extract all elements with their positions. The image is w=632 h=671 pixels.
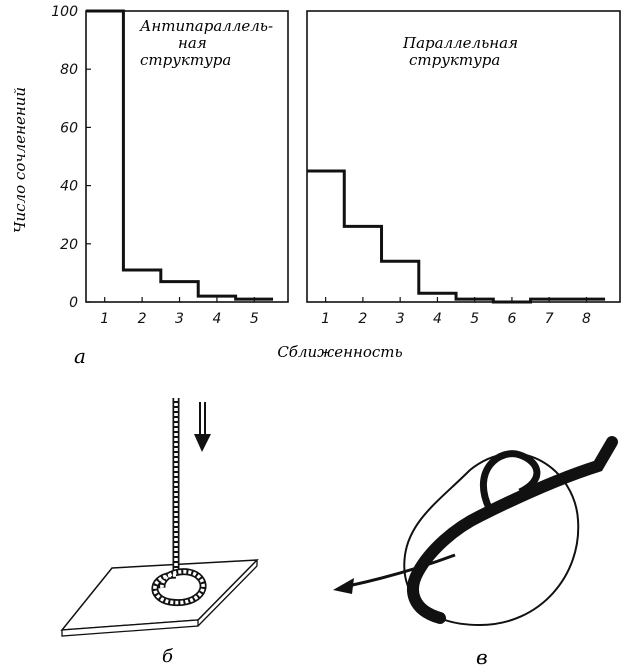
y-tick-label: 40 [60,179,78,195]
x-tick-label: 3 [396,311,405,327]
x-tick-label: 1 [321,311,330,327]
x-tick-label: 5 [470,311,479,327]
x-tick-label: 7 [545,311,554,327]
histogram-steps [86,9,274,301]
histogram-steps [307,169,606,304]
y-tick-label: 0 [69,295,78,311]
y-tick-label: 60 [60,120,78,136]
ribbon-arrow-head [333,578,354,594]
down-arrow-head [194,434,211,452]
illustration-knotted-ribbon: в [333,436,618,669]
x-ticks: 1 2 3 4 5 6 7 8 [321,297,591,327]
plot-frame [306,10,621,303]
plate-right-edge-bottom [197,565,258,627]
ribbon-tail [347,553,456,588]
chart-title-line-3: структура [140,51,231,69]
x-tick-label: 5 [250,311,259,327]
chart-title-line-2: ная [178,34,207,52]
ribbon-loop [403,452,580,627]
x-tick-label: 2 [138,311,147,327]
x-tick-label: 1 [100,311,109,327]
histogram-parallel: Параллельная структура 1 2 3 4 5 6 7 8 [306,10,621,327]
panel-label-b: б [162,646,174,667]
illustration-chain-on-plate: б [60,398,259,667]
y-tick-label: 80 [60,62,78,78]
chart-title-line-2: структура [409,51,500,69]
ribbon-band [407,436,618,624]
x-tick-label: 6 [507,311,516,327]
y-tick-label: 20 [60,237,78,253]
panel-label-a: а [74,344,86,368]
y-tick-label: 100 [51,4,78,20]
histogram-antiparallel: Антипараллель- ная структура 0 20 40 60 80 10… [51,4,289,327]
chain-coil-inner [153,569,205,605]
y-ticks: 0 20 40 60 80 100 [51,4,91,311]
panel-label-c: в [476,645,488,669]
chart-title-line-1: Параллельная [402,34,518,52]
plot-frame [85,10,289,303]
chart-title-line-1: Антипараллель- [139,17,273,35]
x-tick-label: 4 [433,311,442,327]
x-tick-label: 8 [582,311,591,327]
x-axis-label: Сближенность [277,343,402,361]
x-tick-label: 2 [358,311,367,327]
y-axis-label: Число сочленений [11,87,29,233]
ribbon-twist [480,450,541,512]
x-tick-label: 3 [175,311,184,327]
x-tick-label: 4 [212,311,221,327]
